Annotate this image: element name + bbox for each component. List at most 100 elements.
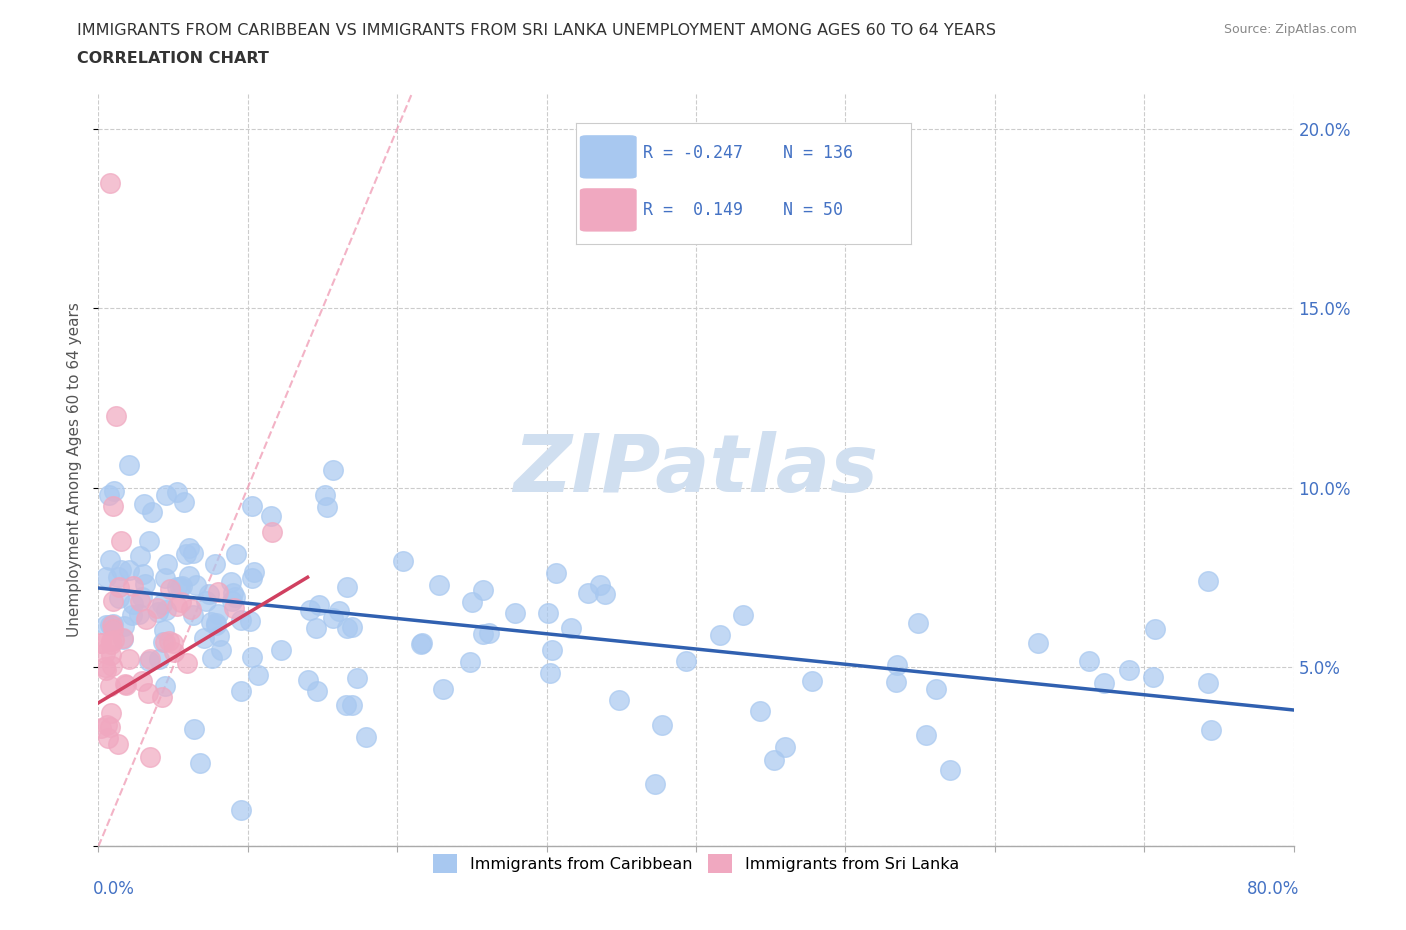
Immigrants from Caribbean [146, 604, 169, 619]
Immigrants from Sri Lanka [260, 525, 283, 540]
Immigrants from Caribbean [328, 604, 350, 618]
Immigrants from Caribbean [335, 698, 357, 712]
Immigrants from Caribbean [560, 621, 582, 636]
Immigrants from Sri Lanka [135, 611, 157, 626]
Immigrants from Caribbean [156, 557, 179, 572]
Immigrants from Caribbean [153, 679, 176, 694]
Immigrants from Caribbean [103, 484, 125, 498]
Immigrants from Sri Lanka [97, 731, 120, 746]
Immigrants from Caribbean [593, 587, 616, 602]
Immigrants from Sri Lanka [129, 594, 152, 609]
Immigrants from Sri Lanka [115, 678, 138, 693]
Immigrants from Caribbean [336, 580, 359, 595]
Immigrants from Sri Lanka [98, 719, 122, 734]
Immigrants from Caribbean [229, 613, 252, 628]
Immigrants from Caribbean [138, 533, 160, 548]
Immigrants from Caribbean [208, 629, 231, 644]
Immigrants from Caribbean [651, 718, 673, 733]
Immigrants from Caribbean [148, 651, 170, 666]
Immigrants from Caribbean [155, 488, 177, 503]
Immigrants from Caribbean [1142, 670, 1164, 684]
Text: 80.0%: 80.0% [1247, 880, 1299, 898]
Immigrants from Caribbean [243, 565, 266, 579]
Immigrants from Caribbean [205, 616, 228, 631]
Immigrants from Caribbean [322, 462, 344, 477]
Immigrants from Caribbean [111, 631, 134, 646]
Immigrants from Sri Lanka [159, 581, 181, 596]
Immigrants from Sri Lanka [101, 621, 124, 636]
Immigrants from Caribbean [170, 578, 193, 593]
Immigrants from Sri Lanka [170, 595, 193, 610]
Immigrants from Sri Lanka [98, 175, 122, 190]
Immigrants from Caribbean [239, 614, 262, 629]
Immigrants from Caribbean [1092, 675, 1115, 690]
Immigrants from Caribbean [427, 578, 450, 592]
Immigrants from Caribbean [107, 570, 129, 585]
Immigrants from Caribbean [298, 603, 321, 618]
Immigrants from Caribbean [184, 578, 207, 592]
Immigrants from Sri Lanka [139, 652, 162, 667]
Immigrants from Caribbean [773, 739, 796, 754]
Immigrants from Caribbean [1118, 662, 1140, 677]
Immigrants from Caribbean [675, 653, 697, 668]
Immigrants from Caribbean [118, 563, 141, 578]
Text: CORRELATION CHART: CORRELATION CHART [77, 51, 269, 66]
Immigrants from Caribbean [169, 579, 191, 594]
Immigrants from Caribbean [138, 654, 160, 669]
Immigrants from Sri Lanka [162, 635, 184, 650]
Immigrants from Sri Lanka [96, 717, 118, 732]
Immigrants from Caribbean [748, 704, 770, 719]
Legend: Immigrants from Caribbean, Immigrants from Sri Lanka: Immigrants from Caribbean, Immigrants fr… [426, 847, 966, 880]
Immigrants from Sri Lanka [110, 534, 132, 549]
Immigrants from Sri Lanka [101, 618, 124, 632]
Immigrants from Caribbean [1199, 723, 1222, 737]
Immigrants from Caribbean [128, 606, 150, 621]
Immigrants from Caribbean [247, 668, 270, 683]
Immigrants from Sri Lanka [145, 601, 167, 616]
Immigrants from Caribbean [307, 684, 329, 698]
Immigrants from Caribbean [183, 721, 205, 736]
Immigrants from Caribbean [907, 616, 929, 631]
Immigrants from Caribbean [354, 729, 377, 744]
Immigrants from Caribbean [207, 606, 229, 621]
Immigrants from Caribbean [121, 607, 143, 622]
Immigrants from Caribbean [409, 637, 432, 652]
Immigrants from Sri Lanka [98, 679, 121, 694]
Immigrants from Sri Lanka [107, 737, 129, 751]
Immigrants from Caribbean [308, 597, 330, 612]
Immigrants from Caribbean [314, 487, 336, 502]
Immigrants from Sri Lanka [166, 598, 188, 613]
Immigrants from Caribbean [131, 590, 153, 604]
Immigrants from Caribbean [607, 693, 630, 708]
Immigrants from Caribbean [152, 635, 174, 650]
Immigrants from Sri Lanka [157, 634, 180, 649]
Immigrants from Caribbean [242, 498, 264, 513]
Immigrants from Caribbean [478, 626, 501, 641]
Immigrants from Caribbean [177, 540, 200, 555]
Immigrants from Caribbean [209, 643, 232, 658]
Immigrants from Caribbean [134, 577, 156, 591]
Immigrants from Caribbean [472, 582, 495, 597]
Immigrants from Caribbean [316, 499, 339, 514]
Immigrants from Sri Lanka [103, 593, 125, 608]
Immigrants from Sri Lanka [101, 659, 124, 674]
Immigrants from Sri Lanka [90, 635, 112, 650]
Immigrants from Caribbean [110, 562, 132, 577]
Immigrants from Sri Lanka [100, 637, 122, 652]
Immigrants from Caribbean [108, 591, 131, 605]
Immigrants from Caribbean [152, 596, 174, 611]
Immigrants from Caribbean [101, 617, 124, 631]
Immigrants from Caribbean [538, 665, 561, 680]
Immigrants from Caribbean [240, 649, 263, 664]
Immigrants from Caribbean [98, 552, 121, 567]
Immigrants from Caribbean [432, 682, 454, 697]
Immigrants from Caribbean [122, 597, 145, 612]
Immigrants from Caribbean [141, 504, 163, 519]
Immigrants from Caribbean [112, 618, 135, 633]
Immigrants from Caribbean [118, 458, 141, 472]
Immigrants from Sri Lanka [176, 656, 198, 671]
Immigrants from Caribbean [181, 608, 204, 623]
Immigrants from Caribbean [644, 777, 666, 791]
Immigrants from Caribbean [179, 569, 201, 584]
Immigrants from Sri Lanka [103, 498, 125, 513]
